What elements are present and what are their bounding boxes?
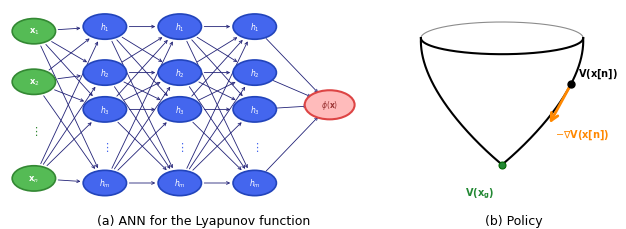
Circle shape — [158, 171, 202, 196]
Circle shape — [233, 97, 277, 123]
Text: $\mathbf{V(x_g)}$: $\mathbf{V(x_g)}$ — [465, 185, 494, 200]
Text: $h_2$: $h_2$ — [250, 67, 260, 79]
Text: $-\nabla \mathbf{V(x[n])}$: $-\nabla \mathbf{V(x[n])}$ — [555, 128, 610, 142]
Circle shape — [305, 91, 354, 120]
Text: $\mathbf{V(x[n])}$: $\mathbf{V(x[n])}$ — [578, 67, 617, 80]
Circle shape — [83, 15, 126, 40]
Circle shape — [83, 171, 126, 196]
Text: $\vdots$: $\vdots$ — [176, 140, 184, 153]
Text: $\mathbf{x}_n$: $\mathbf{x}_n$ — [28, 173, 39, 184]
Text: $h_m$: $h_m$ — [174, 177, 186, 189]
Text: $h_2$: $h_2$ — [100, 67, 110, 79]
Circle shape — [158, 15, 202, 40]
Circle shape — [158, 61, 202, 86]
Circle shape — [83, 61, 126, 86]
Text: $\vdots$: $\vdots$ — [30, 124, 38, 137]
Circle shape — [233, 61, 277, 86]
Text: $h_1$: $h_1$ — [175, 21, 185, 34]
Text: $h_2$: $h_2$ — [175, 67, 185, 79]
Text: $\phi(\mathbf{x})$: $\phi(\mathbf{x})$ — [321, 99, 338, 112]
Circle shape — [12, 70, 56, 95]
Circle shape — [158, 97, 202, 123]
Text: $\vdots$: $\vdots$ — [250, 140, 259, 153]
Text: $h_3$: $h_3$ — [250, 104, 260, 116]
Text: (a) ANN for the Lyapunov function: (a) ANN for the Lyapunov function — [97, 214, 310, 227]
Text: $\mathbf{x}_1$: $\mathbf{x}_1$ — [29, 27, 39, 37]
Text: (b) Policy: (b) Policy — [485, 214, 542, 227]
Text: $\vdots$: $\vdots$ — [101, 140, 109, 153]
Circle shape — [233, 171, 277, 196]
Text: $h_3$: $h_3$ — [100, 104, 110, 116]
Circle shape — [233, 15, 277, 40]
Text: $h_m$: $h_m$ — [249, 177, 260, 189]
Circle shape — [12, 166, 56, 191]
Text: $h_1$: $h_1$ — [100, 21, 110, 34]
Circle shape — [12, 19, 56, 45]
Circle shape — [83, 97, 126, 123]
Text: $h_m$: $h_m$ — [99, 177, 111, 189]
Text: $h_3$: $h_3$ — [175, 104, 185, 116]
Text: $h_1$: $h_1$ — [250, 21, 260, 34]
Text: $\mathbf{x}_2$: $\mathbf{x}_2$ — [29, 77, 39, 88]
